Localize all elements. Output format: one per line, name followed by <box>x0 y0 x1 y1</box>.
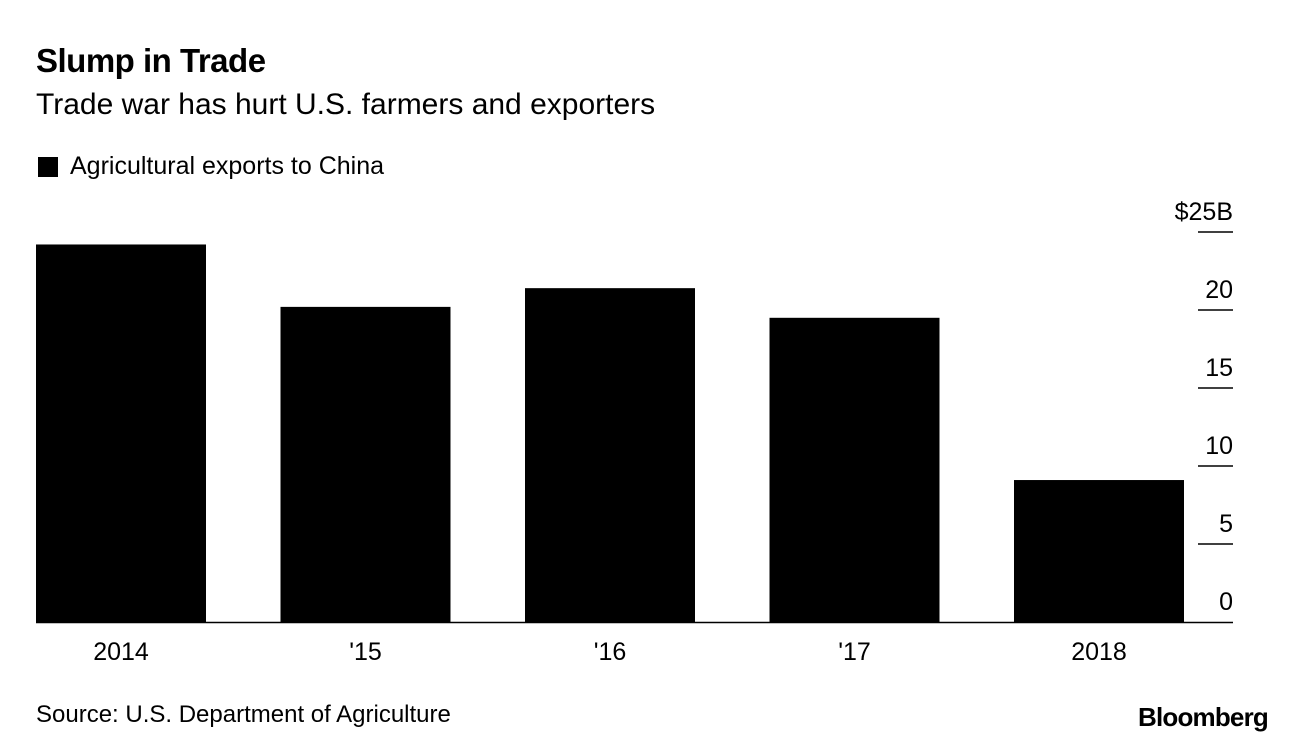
y-tick-label-4: 20 <box>1205 276 1233 304</box>
x-tick-label-2: '16 <box>594 638 627 666</box>
bar-1 <box>280 306 451 622</box>
source-note: Source: U.S. Department of Agriculture <box>36 701 451 728</box>
y-tick-label-3: 15 <box>1205 354 1233 382</box>
y-tick-label-5: $25B <box>1175 198 1233 226</box>
y-tick-label-0: 0 <box>1219 588 1233 616</box>
x-tick-label-4: 2018 <box>1071 638 1127 666</box>
chart-subtitle: Trade war has hurt U.S. farmers and expo… <box>36 88 656 121</box>
chart-title: Slump in Trade <box>36 42 266 79</box>
legend-label: Agricultural exports to China <box>70 152 385 180</box>
y-tick-label-1: 5 <box>1219 510 1233 538</box>
x-tick-label-3: '17 <box>838 638 871 666</box>
legend: Agricultural exports to China <box>38 152 384 181</box>
legend-swatch <box>38 156 58 177</box>
x-tick-label-1: '15 <box>349 638 382 666</box>
bar-4 <box>1014 480 1184 622</box>
x-tick-label-0: 2014 <box>93 638 149 666</box>
y-tick-label-2: 10 <box>1205 432 1233 460</box>
bar-2 <box>525 288 695 622</box>
bar-0 <box>36 244 206 623</box>
bloomberg-logo: Bloomberg <box>1137 702 1269 732</box>
bar-3 <box>769 317 940 622</box>
